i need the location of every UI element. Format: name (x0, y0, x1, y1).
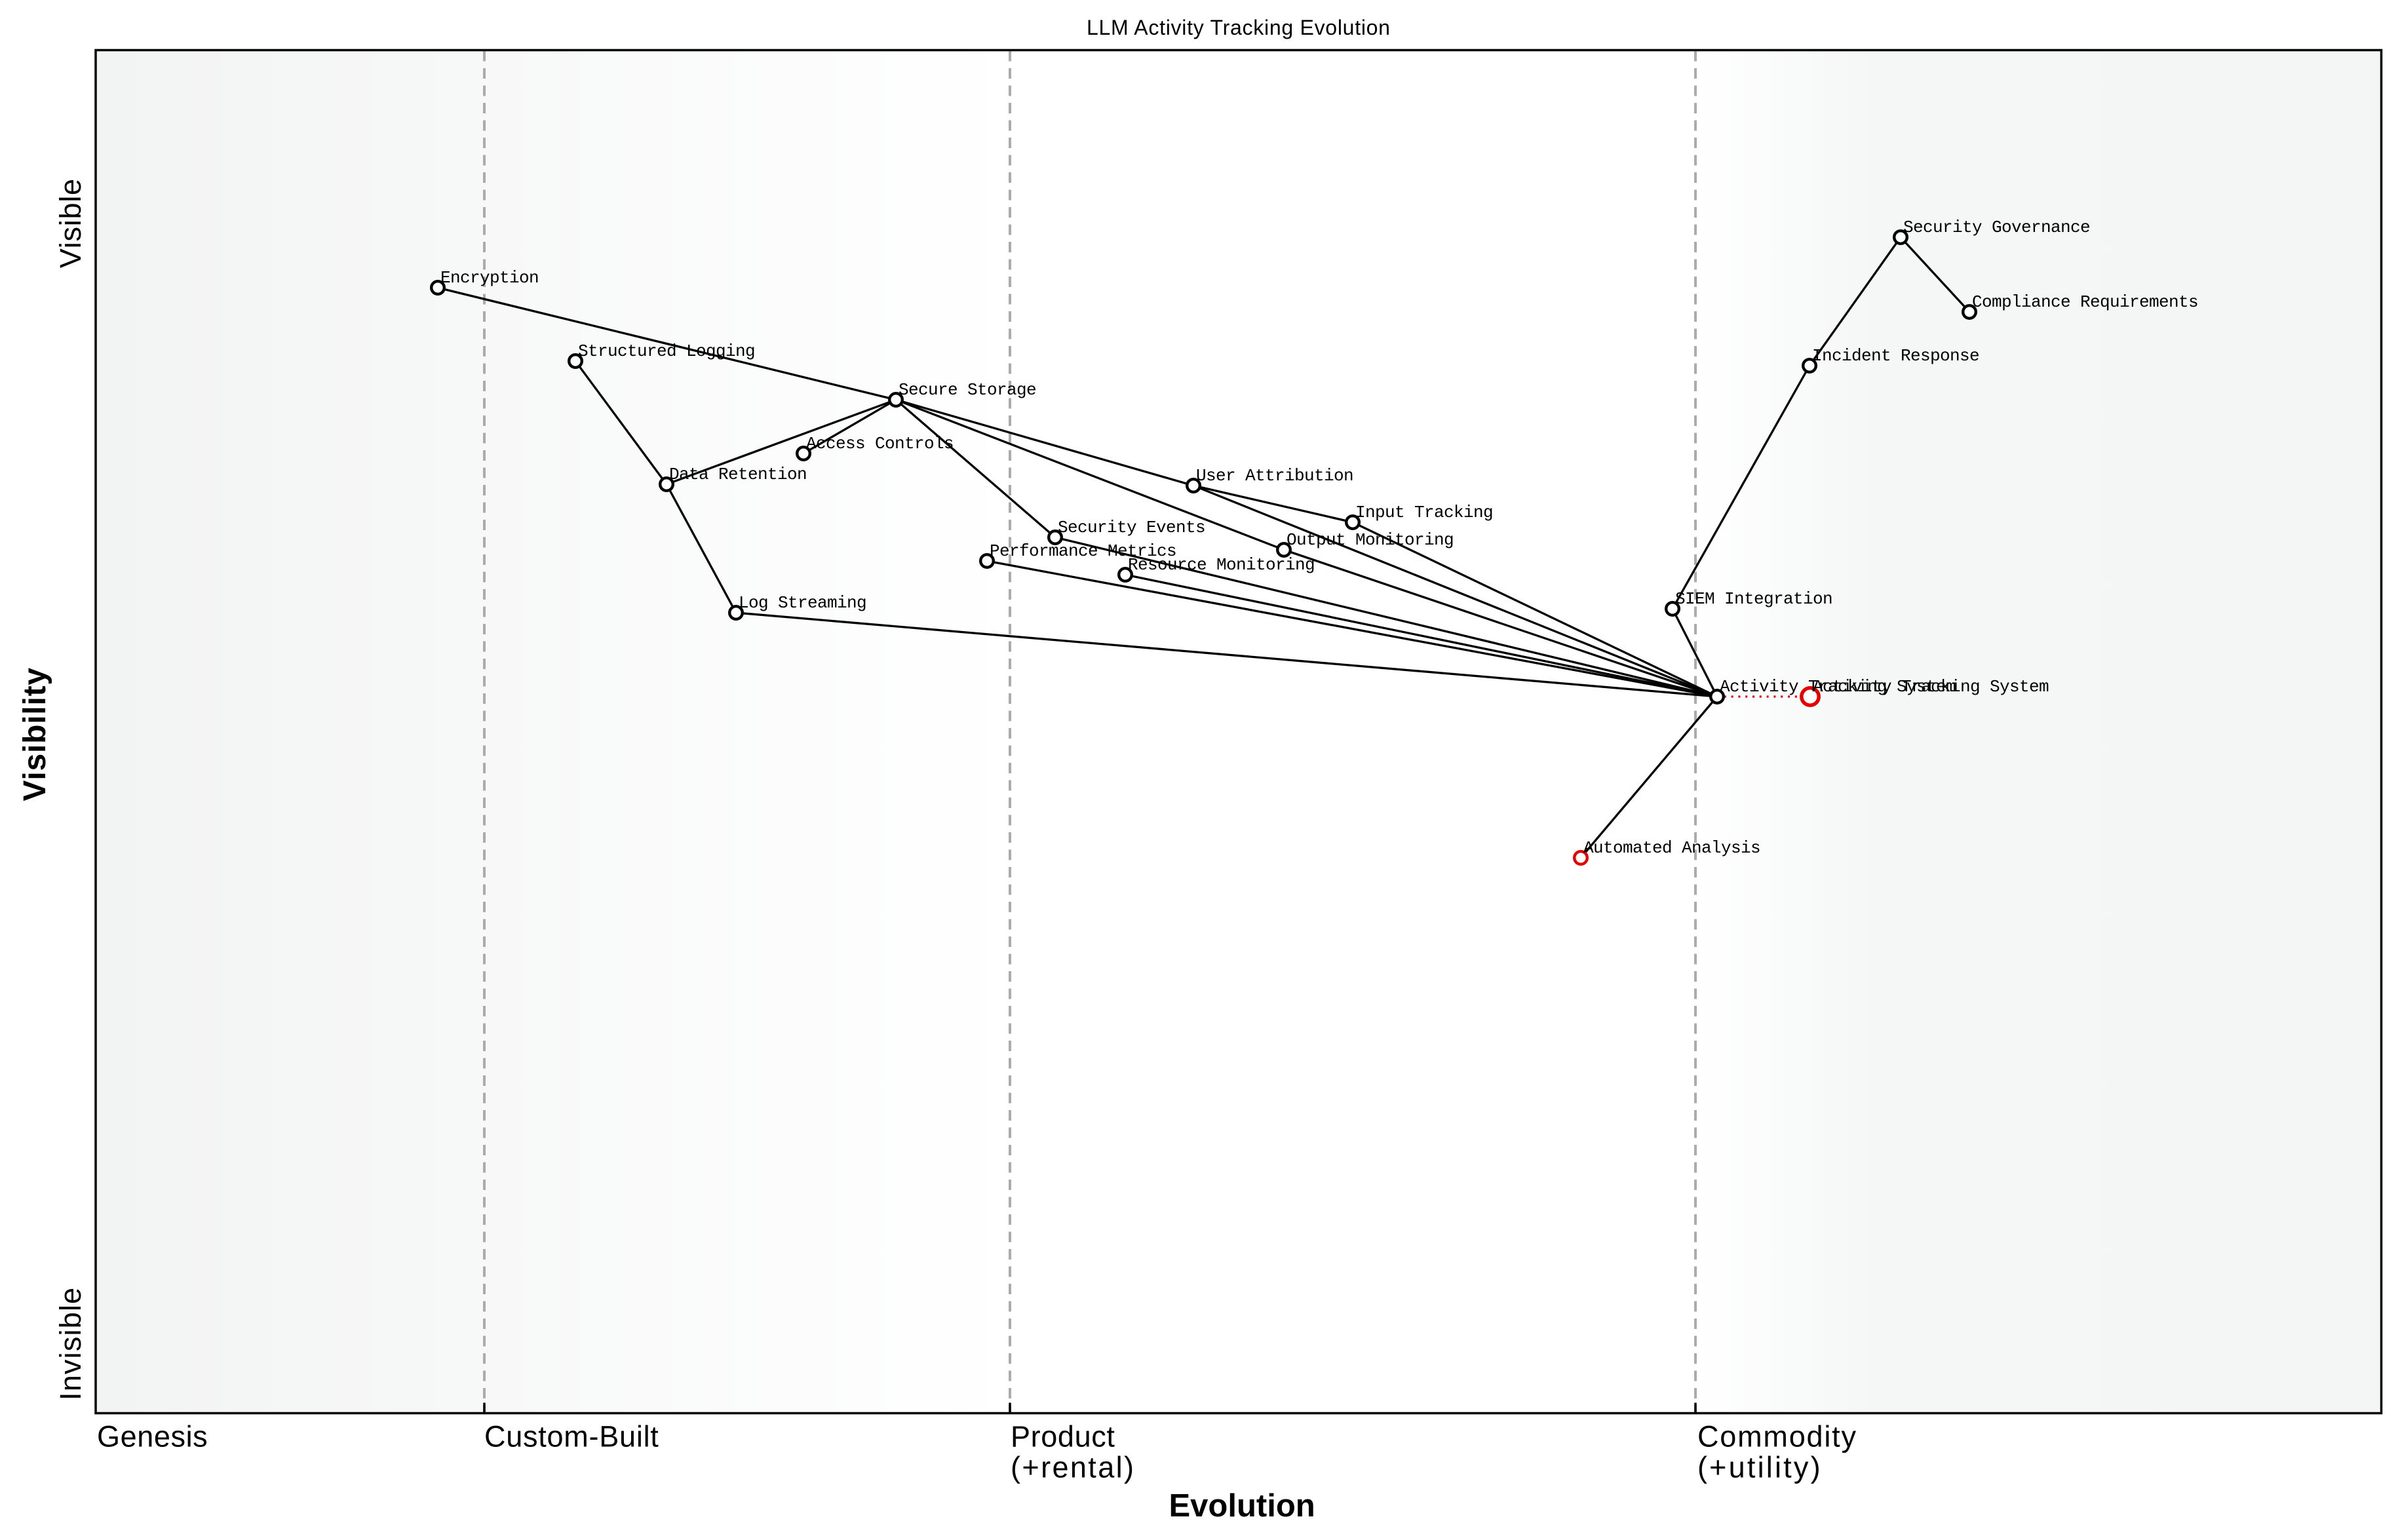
svg-text:SIEM Integration: SIEM Integration (1675, 589, 1832, 609)
svg-text:(+utility): (+utility) (1697, 1451, 1823, 1484)
svg-text:Compliance Requirements: Compliance Requirements (1972, 292, 2198, 312)
svg-text:Input Tracking: Input Tracking (1355, 503, 1493, 522)
svg-text:Genesis: Genesis (97, 1420, 208, 1453)
svg-text:Activity Tracking System: Activity Tracking System (1813, 677, 2049, 697)
svg-text:Data Retention: Data Retention (669, 465, 807, 484)
svg-text:Resource Monitoring: Resource Monitoring (1128, 555, 1315, 575)
svg-text:Incident Response: Incident Response (1812, 346, 1979, 366)
svg-text:Invisible: Invisible (54, 1287, 87, 1400)
svg-text:Log Streaming: Log Streaming (739, 593, 866, 613)
svg-text:LLM Activity Tracking Evolutio: LLM Activity Tracking Evolution (1087, 16, 1391, 39)
svg-text:Visibility: Visibility (18, 667, 52, 801)
svg-text:Custom-Built: Custom-Built (484, 1420, 659, 1453)
svg-text:Commodity: Commodity (1697, 1420, 1857, 1453)
svg-text:Security Governance: Security Governance (1903, 218, 2090, 237)
svg-text:Access Controls: Access Controls (806, 434, 954, 453)
svg-text:Structured Logging: Structured Logging (578, 341, 755, 361)
svg-text:User Attribution: User Attribution (1196, 466, 1353, 486)
svg-text:Visible: Visible (54, 178, 87, 268)
svg-text:Output Monitoring: Output Monitoring (1287, 530, 1454, 550)
svg-text:Performance Metrics: Performance Metrics (990, 541, 1176, 561)
svg-text:Evolution: Evolution (1169, 1488, 1315, 1524)
svg-text:Secure Storage: Secure Storage (899, 380, 1036, 400)
svg-text:Automated Analysis: Automated Analysis (1583, 838, 1760, 858)
svg-text:Product: Product (1011, 1420, 1115, 1453)
svg-text:Security Events: Security Events (1058, 518, 1205, 537)
svg-text:Encryption: Encryption (440, 268, 539, 288)
svg-text:Activity Tracking System: Activity Tracking System (1720, 677, 1956, 697)
svg-text:(+rental): (+rental) (1011, 1451, 1135, 1484)
